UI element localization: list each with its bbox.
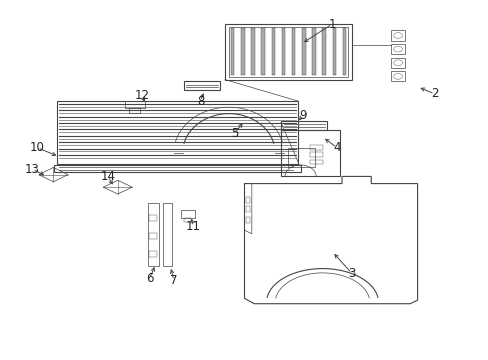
Bar — [310, 159, 322, 164]
Text: 2: 2 — [430, 87, 438, 100]
Text: 8: 8 — [197, 95, 204, 108]
Bar — [149, 233, 157, 239]
Bar — [148, 203, 158, 266]
Bar — [251, 28, 254, 75]
Bar — [230, 28, 234, 75]
Bar — [332, 28, 335, 75]
Bar — [302, 28, 305, 75]
Bar — [125, 101, 144, 108]
Bar — [228, 27, 347, 77]
Bar — [342, 28, 346, 75]
Bar — [224, 24, 351, 80]
Bar — [390, 71, 405, 81]
Bar — [183, 81, 220, 90]
Text: 6: 6 — [145, 272, 153, 285]
Text: 1: 1 — [328, 18, 335, 31]
Text: 7: 7 — [170, 274, 177, 287]
Bar — [390, 31, 405, 41]
Bar — [57, 101, 298, 164]
Text: 12: 12 — [134, 89, 149, 102]
Bar — [322, 28, 325, 75]
Text: 9: 9 — [299, 109, 306, 122]
Text: 13: 13 — [25, 163, 40, 176]
Bar — [149, 251, 157, 257]
Bar — [271, 28, 275, 75]
Bar — [312, 28, 315, 75]
Bar — [54, 165, 300, 172]
Text: 11: 11 — [185, 220, 201, 233]
Bar — [245, 217, 249, 223]
Text: 3: 3 — [347, 267, 355, 280]
Bar — [162, 203, 172, 266]
Bar — [390, 58, 405, 68]
Bar — [183, 218, 191, 222]
Bar — [149, 215, 157, 221]
Bar — [181, 211, 194, 218]
Bar — [129, 108, 140, 113]
Bar — [281, 130, 339, 176]
Text: 14: 14 — [100, 170, 115, 183]
Bar — [281, 121, 327, 130]
Bar — [245, 206, 249, 212]
Bar — [310, 152, 322, 157]
Bar — [261, 28, 264, 75]
Bar — [310, 145, 322, 149]
Text: 4: 4 — [333, 141, 340, 154]
Text: 5: 5 — [231, 127, 238, 140]
Bar — [291, 28, 295, 75]
Bar — [281, 28, 285, 75]
Bar — [241, 28, 244, 75]
Bar — [390, 44, 405, 54]
Text: 10: 10 — [30, 141, 44, 154]
Bar — [288, 148, 315, 167]
Bar — [245, 197, 249, 203]
